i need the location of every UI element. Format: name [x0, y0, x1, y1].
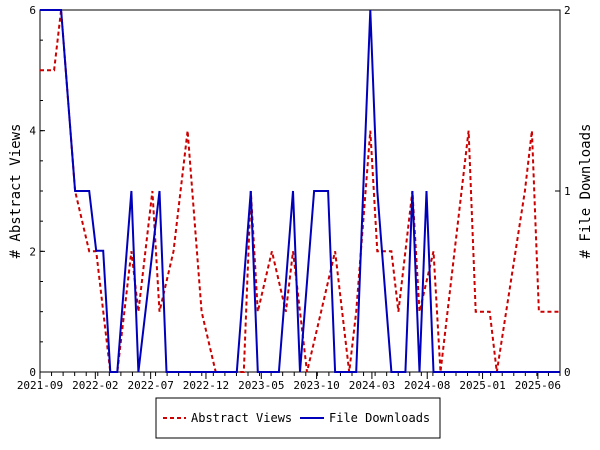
left-y-tick-label: 0 — [29, 366, 36, 379]
right-y-tick-label: 0 — [564, 366, 571, 379]
x-tick-label: 2022-07 — [127, 379, 173, 392]
x-axis-ticks: 2021-09 2022-02 2022-07 2022-12 2023-05 2023-… — [17, 372, 561, 392]
x-tick-label: 2025-01 — [459, 379, 505, 392]
x-tick-label: 2023-10 — [293, 379, 339, 392]
x-tick-label: 2023-05 — [238, 379, 284, 392]
series-line-abstract-views — [40, 9, 560, 373]
legend-label-file-downloads: File Downloads — [329, 411, 430, 425]
right-axis-title: # File Downloads — [578, 124, 594, 259]
left-axis-ticks: 0 2 4 6 — [29, 4, 45, 379]
x-tick-label: 2025-06 — [515, 379, 561, 392]
legend: Abstract Views File Downloads — [155, 397, 441, 439]
legend-box — [155, 397, 441, 439]
right-y-tick-label: 1 — [564, 185, 571, 198]
x-tick-label: 2024-03 — [349, 379, 395, 392]
right-y-tick-label: 2 — [564, 4, 571, 17]
x-tick-label: 2022-02 — [72, 379, 118, 392]
x-tick-label: 2024-08 — [404, 379, 450, 392]
series-line-file-downloads — [40, 9, 560, 373]
plot-frame — [39, 9, 561, 373]
right-axis-ticks: 0 1 2 — [555, 4, 571, 379]
legend-label-abstract-views: Abstract Views — [191, 411, 292, 425]
series-layer — [40, 9, 560, 373]
x-tick-label: 2021-09 — [17, 379, 63, 392]
left-axis-title: # Abstract Views — [8, 124, 24, 259]
left-y-tick-label: 6 — [29, 4, 36, 17]
left-y-tick-label: 4 — [29, 125, 36, 138]
left-y-tick-label: 2 — [29, 245, 36, 258]
x-tick-label: 2022-12 — [183, 379, 229, 392]
